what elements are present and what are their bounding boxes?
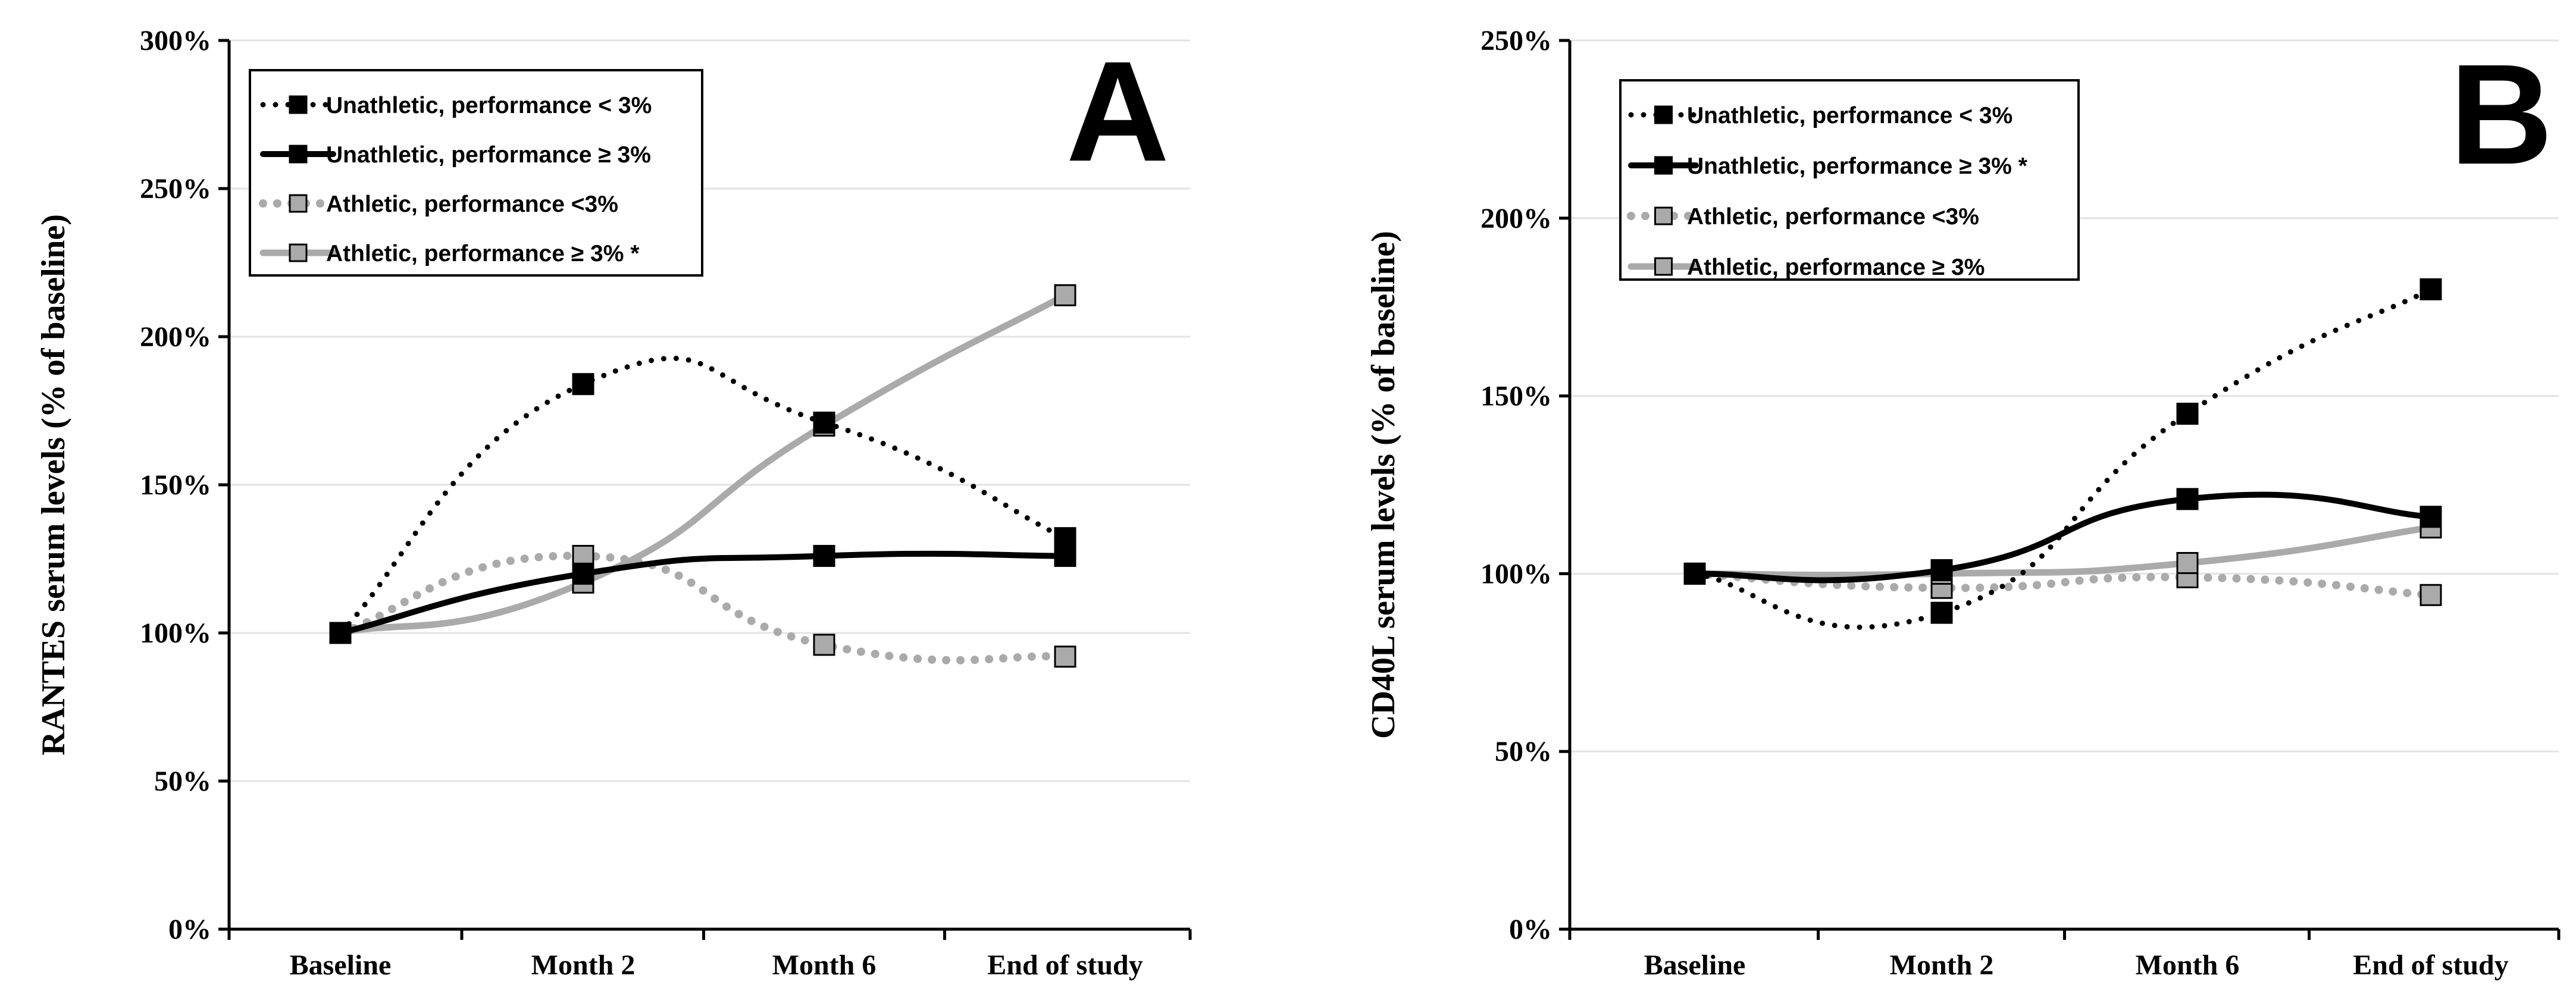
data-point-series-1 [1930,601,1953,624]
legend-label-2: Unathletic, performance ≥ 3% * [1687,153,2028,179]
legend-marker-2 [1654,156,1673,175]
data-point-series-2 [2420,506,2442,528]
legend-box [1619,79,2080,281]
series-line-2 [337,550,1068,636]
x-tick-label: Month 6 [772,949,877,981]
legend-label-1: Unathletic, performance < 3% [1687,103,2012,128]
y-tick-label: 200% [1481,203,1552,234]
data-point-series-4 [2176,551,2199,574]
y-tick-label: 250% [140,173,211,205]
x-tick-label: Baseline [1644,949,1746,981]
y-tick-label: 100% [140,617,211,649]
legend-label-4: Athletic, performance ≥ 3% [1687,255,1985,280]
data-point-series-1 [2176,402,2199,425]
series-line-1 [337,355,1068,636]
series-line-4 [1691,524,2434,579]
panel-label: B [2450,35,2553,194]
y-axis-label: RANTES serum levels (% of baseline) [35,214,72,755]
data-point-series-2 [813,545,835,568]
data-point-series-1 [1683,562,1706,585]
series-line-3 [336,551,1069,664]
legend-label-3: Athletic, performance <3% [1687,204,1979,230]
chart-panel-a: 0% 50% 100% 150% 200% 250% 300% Baseline Month 2… [35,25,1192,981]
y-tick-label: 50% [154,766,211,797]
data-point-series-3 [813,634,835,656]
legend-marker-2 [289,145,308,164]
y-tick-label: 200% [140,321,211,353]
series-line-2 [1692,491,2434,584]
legend-label-1: Unathletic, performance < 3% [326,93,652,118]
data-point-series-1 [813,411,835,434]
series-line-1 [1692,286,2434,630]
data-point-series-1 [572,373,594,396]
x-tick-label: End of study [2353,949,2508,981]
y-tick-label: 150% [1481,381,1552,412]
data-point-series-1 [1054,527,1076,550]
y-tick-label: 250% [1481,25,1552,57]
x-tick-label: Month 2 [1890,949,1994,981]
legend-label-3: Athletic, performance <3% [326,192,618,217]
data-point-series-3 [2420,584,2442,606]
data-point-series-2 [572,562,594,585]
legend-marker-3 [1654,206,1673,225]
x-tick-label: Baseline [290,949,392,981]
data-point-series-2 [1930,559,1953,581]
y-tick-label: 50% [1495,736,1552,767]
y-tick-label: 150% [140,469,211,501]
data-point-series-3 [572,545,594,568]
y-tick-label: 300% [140,25,211,57]
data-point-series-3 [1054,645,1076,668]
data-point-series-4 [1054,284,1076,306]
legend-marker-1 [1654,105,1673,124]
x-tick-label: Month 2 [531,949,636,981]
legend-label-2: Unathletic, performance ≥ 3% [326,142,651,168]
x-tick-label: Month 6 [2136,949,2240,981]
y-tick-label: 100% [1481,558,1552,590]
legend-marker-4 [1654,257,1673,276]
legend-marker-1 [289,95,308,114]
legend-marker-3 [289,194,308,213]
data-point-series-2 [2176,488,2199,510]
data-point-series-1 [2420,278,2442,300]
x-tick-label: End of study [987,949,1143,981]
y-tick-label: 0% [1509,914,1552,945]
data-point-series-1 [329,622,352,644]
series-line-4 [337,291,1069,637]
y-tick-label: 0% [168,914,211,945]
legend-marker-4 [289,243,308,262]
legend-label-4: Athletic, performance ≥ 3% * [326,241,640,267]
chart-panel-b: 0% 50% 100% 150% 200% 250% Baseline Month 2 Mont… [1365,25,2561,981]
panel-label: A [1066,32,1169,191]
y-axis-label: CD40L serum levels (% of baseline) [1365,231,1402,739]
